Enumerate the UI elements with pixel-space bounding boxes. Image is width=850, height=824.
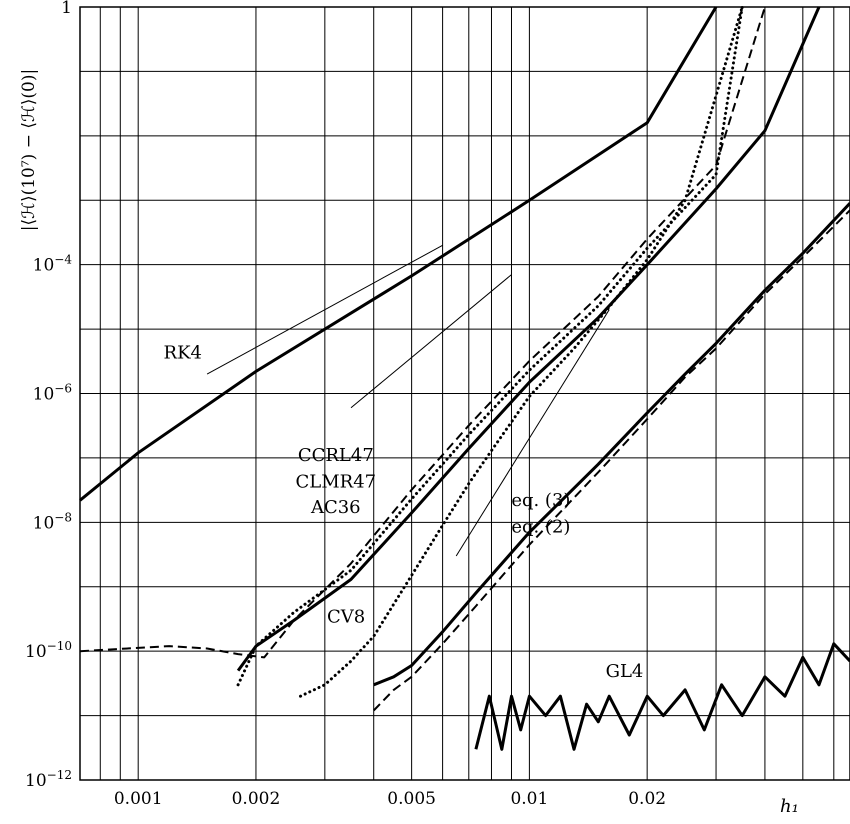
x-tick-label: 0.01	[510, 789, 548, 809]
x-tick-label: 0.002	[232, 789, 281, 809]
y-tick-label: 10−8	[33, 510, 72, 533]
ref-slope-8-line	[455, 309, 610, 557]
y-tick-label: 10−10	[25, 639, 72, 662]
annotation-label: CV8	[327, 606, 365, 627]
x-axis-label: h₁	[780, 796, 799, 817]
grid-layer	[80, 6, 850, 781]
rk4-line	[79, 6, 718, 502]
annotation-label: RK4	[164, 342, 202, 363]
ref-slope-4-line	[206, 244, 443, 375]
clmr47-line	[236, 5, 744, 687]
y-tick-label: 10−4	[33, 253, 73, 276]
y-tick-label: 10−12	[25, 768, 72, 791]
x-tick-label: 0.02	[628, 789, 666, 809]
x-tick-label: 0.001	[114, 789, 163, 809]
eq-2-line	[372, 209, 850, 712]
series-layer	[79, 5, 850, 751]
ac36-line	[236, 6, 821, 672]
annotation-label: AC36	[310, 497, 361, 518]
gl4-line	[474, 642, 850, 751]
y-axis-label: |⟨ℋ⟩(10⁷) − ⟨ℋ⟩(0)|	[19, 69, 39, 231]
y-tick-label: 10−6	[33, 382, 72, 405]
annotation-label: GL4	[606, 661, 644, 682]
plot-frame	[79, 6, 850, 781]
annotation-label: eq. (2)	[511, 516, 570, 537]
annotation-label: CCRL47	[298, 445, 374, 466]
ref-slope-6-line	[350, 274, 512, 409]
tick-labels-layer: 0.001 0.002 0.005 0.01 0.02 1 10−4 10−6 10−8 10−1…	[25, 0, 666, 809]
y-tick-label: 1	[61, 0, 72, 18]
eq-3-line	[373, 202, 850, 687]
reference-lines-layer	[206, 244, 610, 557]
cv8-line	[299, 5, 744, 698]
annotations-layer: RK4 CCRL47 CLMR47 AC36 eq. (3) eq. (2) CV8 GL4	[164, 342, 644, 681]
annotation-label: eq. (3)	[511, 490, 570, 511]
ccrl47-line	[79, 6, 766, 659]
annotation-label: CLMR47	[295, 471, 376, 492]
x-tick-label: 0.005	[387, 789, 436, 809]
